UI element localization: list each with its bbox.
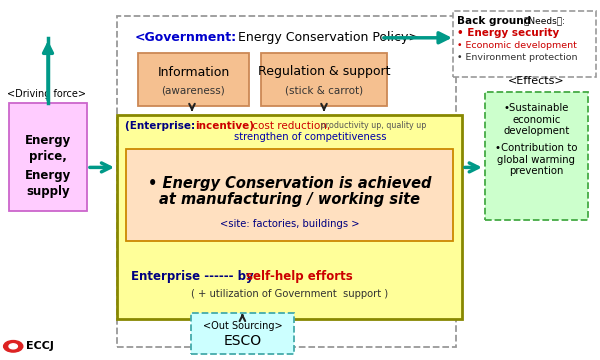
Bar xyxy=(126,149,453,241)
Bar xyxy=(485,92,588,220)
Text: prevention: prevention xyxy=(509,166,563,176)
Text: Energy Conservation Policy>: Energy Conservation Policy> xyxy=(234,31,419,44)
Bar xyxy=(138,53,249,106)
Text: <Out Sourcing>: <Out Sourcing> xyxy=(203,321,282,331)
Text: Energy: Energy xyxy=(25,169,71,182)
Text: strengthen of competitiveness: strengthen of competitiveness xyxy=(234,132,386,142)
Text: • Energy security: • Energy security xyxy=(457,28,559,38)
Text: <Government:: <Government: xyxy=(135,31,237,44)
Bar xyxy=(117,115,462,319)
Text: Energy: Energy xyxy=(25,134,71,147)
Text: Enterprise ------ by: Enterprise ------ by xyxy=(131,270,257,283)
Bar xyxy=(261,53,387,106)
Text: •Sustainable: •Sustainable xyxy=(504,103,569,113)
Text: global warming: global warming xyxy=(497,155,575,165)
Text: （Needs）:: （Needs）: xyxy=(523,16,565,25)
Text: • Environment protection: • Environment protection xyxy=(457,53,578,62)
Text: development: development xyxy=(503,126,569,136)
Text: ESCO: ESCO xyxy=(223,334,262,348)
Text: ( + utilization of Government  support ): ( + utilization of Government support ) xyxy=(191,289,388,299)
Text: supply: supply xyxy=(26,185,70,198)
Text: economic: economic xyxy=(512,114,560,125)
Text: (awareness): (awareness) xyxy=(161,86,226,96)
Text: price,: price, xyxy=(29,150,67,163)
Bar xyxy=(453,11,596,77)
Text: self-help efforts: self-help efforts xyxy=(246,270,353,283)
Text: productivity up, quality up: productivity up, quality up xyxy=(318,122,427,130)
Circle shape xyxy=(4,341,23,352)
Text: <Driving force>: <Driving force> xyxy=(7,89,86,99)
Text: (Enterprise:: (Enterprise: xyxy=(125,121,199,131)
Text: <Effects>: <Effects> xyxy=(508,76,564,86)
Text: Information: Information xyxy=(157,66,230,78)
Bar xyxy=(117,16,456,347)
Text: cost reduction,: cost reduction, xyxy=(249,121,330,131)
Text: Back ground: Back ground xyxy=(457,16,532,26)
Bar xyxy=(191,313,294,354)
Text: Regulation & support: Regulation & support xyxy=(258,66,390,78)
Text: <site: factories, buildings >: <site: factories, buildings > xyxy=(220,219,359,229)
Text: ECCJ: ECCJ xyxy=(26,341,54,351)
Circle shape xyxy=(9,344,17,349)
Text: incentive): incentive) xyxy=(196,121,254,131)
Text: •Contribution to: •Contribution to xyxy=(495,143,578,153)
Text: • Energy Conservation is achieved: • Energy Conservation is achieved xyxy=(148,176,431,191)
Bar xyxy=(9,103,87,211)
Text: • Economic development: • Economic development xyxy=(457,41,577,50)
Text: (stick & carrot): (stick & carrot) xyxy=(285,86,363,96)
Text: at manufacturing / working site: at manufacturing / working site xyxy=(160,192,420,207)
